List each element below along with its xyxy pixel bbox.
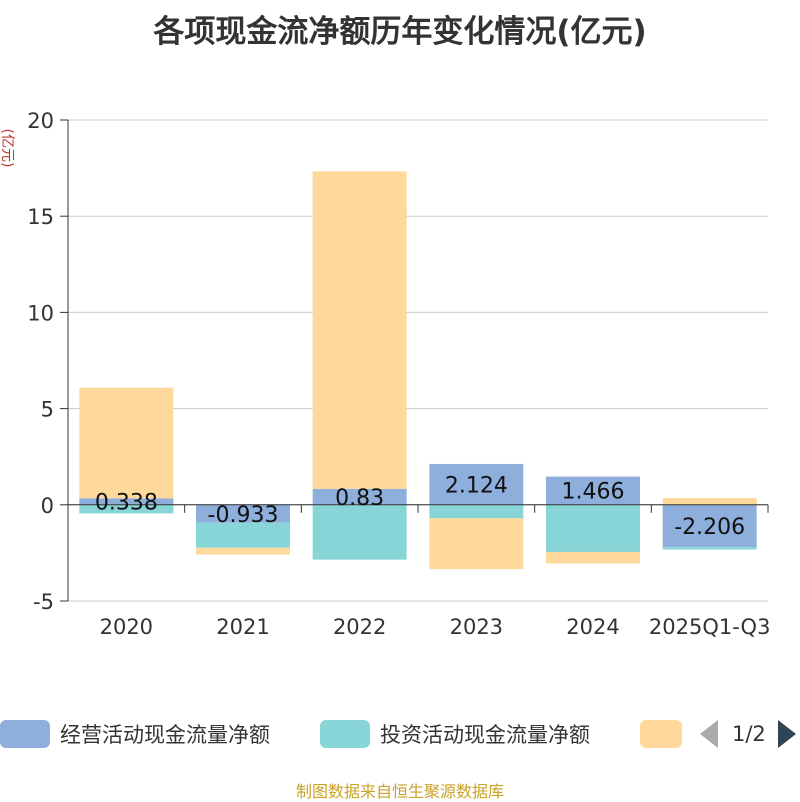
x-tick-label-2025Q1-Q3: 2025Q1-Q3 [649, 615, 771, 639]
bar-s0-2025Q1-Q3 [662, 504, 757, 548]
bar-s1-2024 [546, 504, 640, 552]
bar-s2-2025Q1-Q3 [662, 498, 757, 505]
data-label-2022: 0.83 [335, 486, 384, 511]
data-label-2025Q1-Q3: -2.206 [674, 515, 745, 540]
x-tick-label-2020: 2020 [100, 615, 153, 639]
y-tick-label--5: -5 [33, 590, 54, 614]
data-label-2021: -0.933 [208, 503, 279, 528]
legend-prev-icon[interactable] [700, 720, 718, 748]
bar-s1-2021 [196, 522, 290, 548]
bar-s0-2021 [196, 504, 290, 523]
legend-next-icon[interactable] [777, 720, 796, 748]
bar-s2-2020 [79, 387, 174, 499]
x-tick-label-2023: 2023 [450, 615, 503, 639]
legend: 经营活动现金流量净额 投资活动现金流量净额 1/2 [0, 712, 800, 756]
y-tick-label-20: 20 [27, 109, 54, 133]
bar-s0-2023 [429, 463, 524, 505]
legend-swatch-operating [0, 720, 50, 748]
legend-label-investing: 投资活动现金流量净额 [380, 723, 590, 747]
bar-s0-2024 [546, 476, 640, 505]
bar-s1-2023 [429, 504, 524, 519]
data-label-2020: 0.338 [95, 491, 158, 516]
y-tick-label-10: 10 [27, 301, 54, 325]
x-tick-label-2022: 2022 [333, 615, 386, 639]
bar-s1-2022 [312, 504, 407, 560]
legend-item-investing[interactable]: 投资活动现金流量净额 [320, 712, 590, 756]
x-tick-label-2024: 2024 [566, 615, 619, 639]
bar-s2-2022 [312, 171, 407, 489]
bar-s2-2023 [429, 518, 524, 570]
bar-s2-2021 [196, 547, 290, 555]
legend-pager: 1/2 [700, 712, 796, 756]
data-label-2023: 2.124 [445, 473, 508, 498]
bar-s2-2024 [546, 551, 640, 564]
y-tick-label-15: 15 [27, 205, 54, 229]
legend-swatch-financing [640, 720, 682, 748]
legend-page-indicator: 1/2 [732, 722, 766, 746]
bar-s1-2020 [79, 504, 174, 514]
legend-label-operating: 经营活动现金流量净额 [60, 723, 270, 747]
data-source-note: 制图数据来自恒生聚源数据库 [295, 782, 504, 801]
x-tick-label-2021: 2021 [216, 615, 269, 639]
bar-s0-2020 [79, 498, 174, 505]
chart-title: 各项现金流净额历年变化情况(亿元) [153, 14, 647, 50]
y-tick-label-0: 0 [41, 494, 54, 518]
bar-s1-2025Q1-Q3 [662, 547, 757, 550]
data-label-2024: 1.466 [562, 480, 625, 505]
legend-item-operating[interactable]: 经营活动现金流量净额 [0, 712, 270, 756]
legend-item-financing[interactable] [640, 712, 682, 756]
legend-swatch-investing [320, 720, 370, 748]
y-tick-label-5: 5 [41, 398, 54, 422]
bar-s0-2022 [312, 488, 407, 505]
